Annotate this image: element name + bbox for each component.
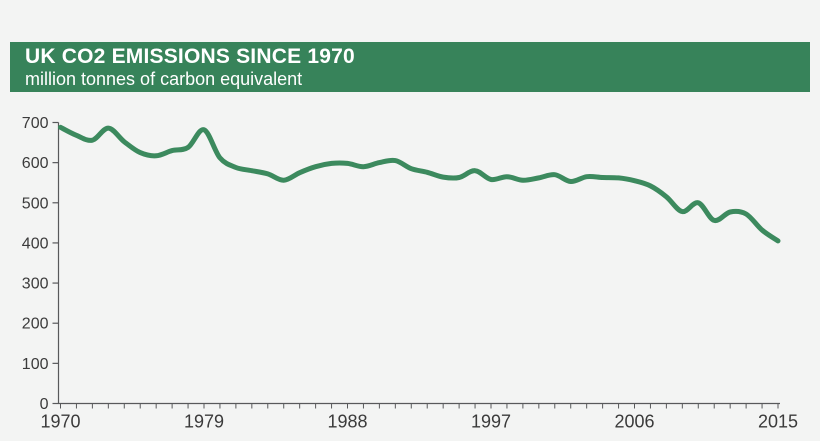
y-tick-label: 400	[22, 235, 49, 252]
y-tick-label: 500	[22, 195, 49, 212]
chart-subtitle: million tonnes of carbon equivalent	[25, 68, 303, 89]
x-tick-label: 1997	[471, 412, 511, 432]
y-tick-label: 700	[22, 115, 49, 132]
x-tick-label: 1970	[40, 412, 80, 432]
y-tick-label: 300	[22, 276, 49, 293]
chart-header: UK CO2 EMISSIONS SINCE 1970 million tonn…	[10, 42, 810, 92]
y-tick-label: 600	[22, 155, 49, 172]
x-tick-label: 2015	[758, 412, 798, 432]
x-tick-label: 1988	[327, 412, 367, 432]
y-tick-label: 100	[22, 356, 49, 373]
chart-title: UK CO2 EMISSIONS SINCE 1970	[25, 44, 355, 68]
x-tick-label: 1979	[184, 412, 224, 432]
y-tick-label: 0	[40, 396, 49, 413]
y-tick-label: 200	[22, 316, 49, 333]
emissions-line	[58, 124, 781, 244]
x-tick-label: 2006	[614, 412, 654, 432]
